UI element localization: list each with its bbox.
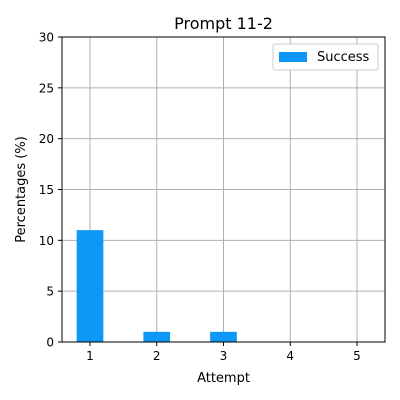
x-tick-label: 3 [220,349,228,363]
legend-label-success: Success [317,50,370,65]
bar-success [210,331,237,342]
x-tick-label: 5 [353,349,361,363]
x-tick-label: 1 [86,349,94,363]
y-tick-label: 30 [39,31,54,45]
grid-lines [62,36,385,343]
legend-swatch-success [279,52,307,62]
bars-layer [76,230,237,342]
y-tick-label: 5 [46,285,54,299]
y-axis-ticks: 0 5 10 15 20 25 30 [39,31,62,350]
x-tick-label: 2 [153,349,161,363]
y-tick-label: 10 [39,234,54,248]
y-axis-label: Percentages (%) [14,136,29,243]
x-axis-label: Attempt [197,371,250,386]
y-tick-label: 20 [39,132,54,146]
legend: Success [272,43,379,71]
y-tick-label: 0 [46,336,54,350]
x-axis-ticks: 1 2 3 4 5 [86,342,361,363]
legend-box [272,43,379,71]
y-tick-label: 25 [39,81,54,95]
bar-success [76,230,104,342]
bar-success [143,331,171,342]
x-tick-label: 4 [286,349,294,363]
chart-title: Prompt 11-2 [174,14,273,33]
y-tick-label: 15 [39,183,54,197]
